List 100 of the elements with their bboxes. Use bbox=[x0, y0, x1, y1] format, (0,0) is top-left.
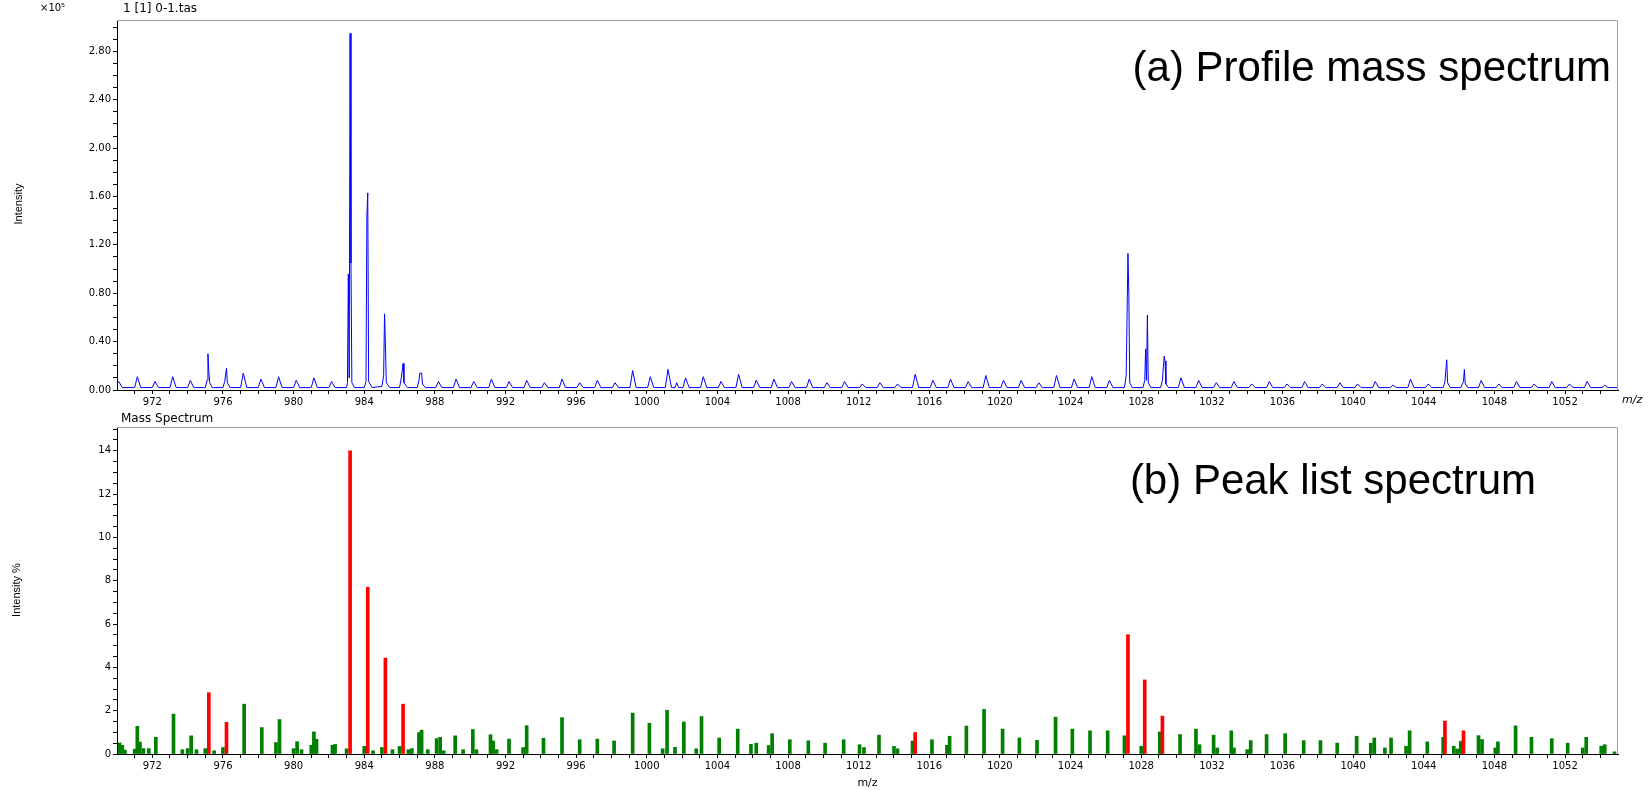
bar bbox=[1496, 741, 1500, 754]
x-axis-title: m/z bbox=[1622, 393, 1643, 407]
bar bbox=[1194, 728, 1198, 754]
x-axis-title: m/z bbox=[857, 776, 878, 790]
x-tick-label: 1024 bbox=[1057, 759, 1084, 771]
bar bbox=[1035, 740, 1039, 754]
x-tick-label: 996 bbox=[566, 759, 586, 771]
bar bbox=[1229, 730, 1234, 754]
x-tick-label: 1008 bbox=[775, 395, 801, 407]
text: (a) Profile mass spectrum bbox=[1132, 43, 1611, 92]
bar bbox=[1549, 738, 1554, 754]
bar bbox=[221, 747, 225, 754]
bar bbox=[1599, 745, 1604, 754]
y-tick-label: 8 bbox=[104, 574, 111, 586]
bar bbox=[770, 733, 774, 754]
bar bbox=[344, 748, 349, 754]
y-tick-label: 0.80 bbox=[88, 286, 111, 298]
bar bbox=[1126, 634, 1130, 754]
bar bbox=[453, 735, 457, 754]
bar bbox=[717, 737, 721, 754]
y-tick-label: 0.40 bbox=[88, 335, 111, 347]
bar bbox=[1301, 740, 1306, 754]
bar bbox=[207, 692, 211, 754]
bar bbox=[362, 746, 367, 754]
chart-subtitle: 1 [1] 0-1.tas bbox=[123, 1, 197, 16]
x-tick-label: 984 bbox=[354, 395, 374, 407]
x-tick-label: 1004 bbox=[704, 759, 731, 771]
x-tick-label: 1032 bbox=[1199, 395, 1225, 407]
bar bbox=[735, 728, 740, 754]
bar bbox=[1425, 741, 1430, 754]
y-tick-label: 1.60 bbox=[88, 190, 111, 202]
x-tick-label: 1032 bbox=[1199, 759, 1225, 771]
x-tick-label: 1040 bbox=[1340, 395, 1366, 407]
x-tick-label: 1044 bbox=[1411, 395, 1437, 407]
bar bbox=[507, 738, 511, 754]
bar bbox=[471, 729, 475, 754]
bar bbox=[348, 450, 352, 754]
bar bbox=[1480, 739, 1484, 754]
y-axis-title: Intensity bbox=[11, 183, 25, 225]
bar bbox=[438, 737, 442, 754]
bar bbox=[1383, 747, 1387, 754]
bar bbox=[1335, 742, 1340, 754]
x-tick-label: 1008 bbox=[775, 759, 801, 771]
bar bbox=[895, 748, 900, 754]
bar bbox=[673, 746, 677, 754]
bar bbox=[694, 748, 699, 754]
x-tick-label: 1052 bbox=[1552, 759, 1578, 771]
x-tick-label: 1016 bbox=[916, 395, 943, 407]
y-tick-label: 6 bbox=[104, 617, 111, 629]
y-tick-label: 2.80 bbox=[88, 45, 111, 57]
x-tick-label: 1000 bbox=[634, 395, 660, 407]
bar bbox=[823, 742, 827, 754]
bar bbox=[1139, 745, 1144, 754]
x-tick-label: 1028 bbox=[1128, 759, 1154, 771]
text: ×10⁵ bbox=[40, 2, 66, 14]
y-tick-label: 2.00 bbox=[88, 141, 111, 153]
bar bbox=[682, 721, 686, 754]
bar bbox=[787, 739, 792, 754]
bar bbox=[560, 717, 564, 754]
bar bbox=[1451, 745, 1456, 754]
text: (b) Peak list spectrum bbox=[1129, 456, 1536, 505]
bar bbox=[371, 750, 375, 754]
x-tick-label: 1016 bbox=[916, 759, 943, 771]
bar bbox=[212, 750, 216, 754]
y-tick-label: 10 bbox=[98, 531, 111, 543]
bar bbox=[982, 709, 986, 754]
y-tick-label: 2.40 bbox=[88, 93, 111, 105]
bar bbox=[1372, 737, 1377, 754]
bar bbox=[461, 749, 465, 754]
y-tick-label: 0.00 bbox=[88, 383, 111, 395]
x-tick-label: 1012 bbox=[845, 395, 872, 407]
bar bbox=[877, 734, 881, 754]
x-tick-label: 1012 bbox=[845, 759, 872, 771]
x-tick-label: 1000 bbox=[634, 759, 660, 771]
bar bbox=[123, 749, 127, 754]
x-tick-label: 988 bbox=[425, 759, 445, 771]
bar bbox=[380, 747, 384, 754]
bar bbox=[612, 740, 616, 754]
x-tick-label: 1028 bbox=[1128, 395, 1154, 407]
bar bbox=[1443, 720, 1447, 754]
x-tick-label: 976 bbox=[213, 759, 233, 771]
x-tick-label: 1036 bbox=[1269, 395, 1296, 407]
bar bbox=[390, 749, 395, 754]
bar bbox=[154, 737, 158, 754]
bar bbox=[180, 749, 185, 754]
bar bbox=[146, 748, 151, 754]
bar bbox=[892, 746, 896, 754]
y-tick-label: 2 bbox=[104, 704, 111, 716]
bar bbox=[1602, 744, 1607, 754]
x-tick-label: 980 bbox=[284, 395, 304, 407]
x-tick-label: 976 bbox=[213, 395, 233, 407]
bar bbox=[406, 749, 411, 754]
x-tick-label: 1048 bbox=[1481, 759, 1508, 771]
bar bbox=[1283, 733, 1287, 754]
bar bbox=[913, 732, 918, 754]
x-tick-label: 984 bbox=[354, 759, 374, 771]
x-tick-label: 992 bbox=[495, 395, 516, 407]
x-tick-label: 996 bbox=[566, 395, 586, 407]
bar bbox=[1584, 737, 1589, 754]
x-tick-label: 980 bbox=[284, 759, 304, 771]
